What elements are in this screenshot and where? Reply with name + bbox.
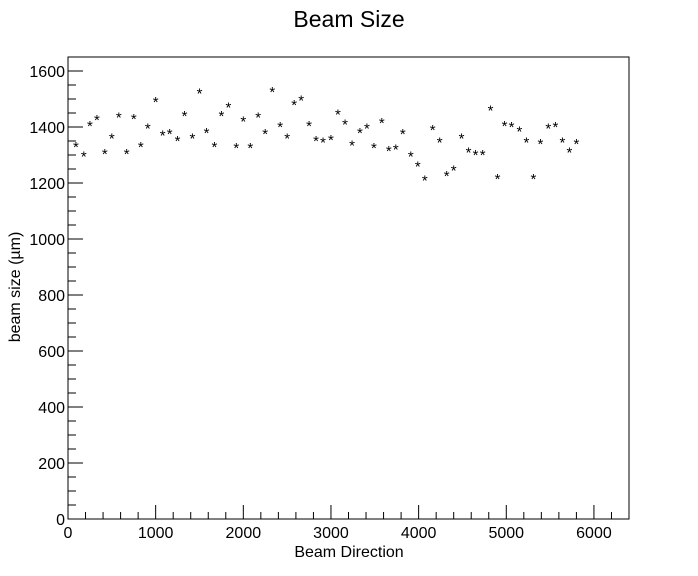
data-point: * (204, 125, 210, 142)
data-points: *** ********** * ******* ********** *** * *****… (73, 84, 580, 189)
x-tick-label: 5000 (488, 525, 524, 542)
data-point: * (473, 147, 479, 164)
data-point: * (437, 135, 443, 152)
data-point: * (573, 136, 579, 153)
data-point: * (145, 121, 151, 138)
x-axis-ticks (67, 505, 630, 519)
y-tick-label: 1400 (29, 120, 65, 137)
data-point: * (459, 130, 465, 147)
data-point: * (430, 122, 436, 139)
data-point: * (233, 140, 239, 157)
data-point: * (124, 146, 130, 163)
data-point: * (160, 128, 166, 145)
data-point: * (320, 135, 326, 152)
x-tick-label: 0 (64, 525, 73, 542)
y-tick-label: 0 (56, 512, 65, 529)
data-point: * (81, 149, 87, 166)
data-point: * (211, 139, 217, 156)
data-point: * (349, 137, 355, 154)
data-point: * (190, 130, 196, 147)
x-tick-label: 3000 (313, 525, 349, 542)
data-point: * (379, 115, 385, 132)
data-point: * (531, 171, 537, 188)
data-point: * (559, 135, 565, 152)
data-point: * (138, 139, 144, 156)
data-point: * (509, 119, 515, 136)
data-point: * (488, 102, 494, 119)
y-axis-label: beam size (µm) (7, 232, 24, 343)
data-point: * (444, 168, 450, 185)
data-point: * (357, 125, 363, 142)
data-point: * (197, 86, 203, 103)
y-tick-label: 200 (38, 456, 65, 473)
data-point: * (262, 126, 268, 143)
data-point: * (517, 123, 523, 140)
data-point: * (466, 144, 472, 161)
x-axis-tick-labels: 0 1000 2000 3000 4000 5000 6000 (64, 525, 612, 542)
data-point: * (313, 133, 319, 150)
data-point: * (255, 109, 261, 126)
data-point: * (306, 118, 312, 135)
data-point: * (371, 140, 377, 157)
y-tick-label: 1000 (29, 232, 65, 249)
data-point: * (131, 111, 137, 128)
data-point: * (109, 130, 115, 147)
data-point: * (415, 158, 421, 175)
data-point: * (364, 121, 370, 138)
data-point: * (73, 139, 79, 156)
data-point: * (116, 109, 122, 126)
x-tick-label: 1000 (138, 525, 174, 542)
x-tick-label: 4000 (401, 525, 437, 542)
y-tick-label: 400 (38, 400, 65, 417)
data-point: * (524, 135, 530, 152)
chart-title: Beam Size (293, 6, 404, 32)
data-point: * (538, 136, 544, 153)
data-point: * (240, 114, 246, 131)
data-point: * (94, 112, 100, 129)
data-point: * (495, 171, 501, 188)
data-point: * (408, 149, 414, 166)
y-axis-tick-labels: 0 200 400 600 800 1000 1200 1400 1600 (29, 64, 65, 529)
data-point: * (269, 84, 275, 101)
x-tick-label: 2000 (226, 525, 262, 542)
data-point: * (284, 130, 290, 147)
data-point: * (502, 118, 508, 135)
data-point: * (218, 108, 224, 125)
y-tick-label: 600 (38, 344, 65, 361)
data-point: * (480, 147, 486, 164)
data-point: * (87, 118, 93, 135)
data-point: * (247, 140, 253, 157)
y-tick-label: 1200 (29, 176, 65, 193)
data-point: * (342, 116, 348, 133)
data-point: * (451, 163, 457, 180)
data-point: * (386, 143, 392, 160)
data-point: * (545, 121, 551, 138)
x-axis-label: Beam Direction (294, 544, 403, 561)
data-point: * (182, 108, 188, 125)
data-point: * (291, 97, 297, 114)
data-point: * (225, 100, 231, 117)
data-point: * (102, 146, 108, 163)
data-point: * (153, 94, 159, 111)
data-point: * (393, 142, 399, 159)
data-point: * (335, 107, 341, 124)
data-point: * (400, 126, 406, 143)
data-point: * (328, 132, 334, 149)
x-tick-label: 6000 (576, 525, 612, 542)
data-point: * (552, 119, 558, 136)
y-tick-label: 800 (38, 288, 65, 305)
data-point: * (175, 133, 181, 150)
data-point: * (422, 172, 428, 189)
data-point: * (167, 126, 173, 143)
y-tick-label: 1600 (29, 64, 65, 81)
data-point: * (298, 93, 304, 110)
data-point: * (566, 144, 572, 161)
data-point: * (277, 119, 283, 136)
y-axis-ticks (68, 56, 83, 520)
